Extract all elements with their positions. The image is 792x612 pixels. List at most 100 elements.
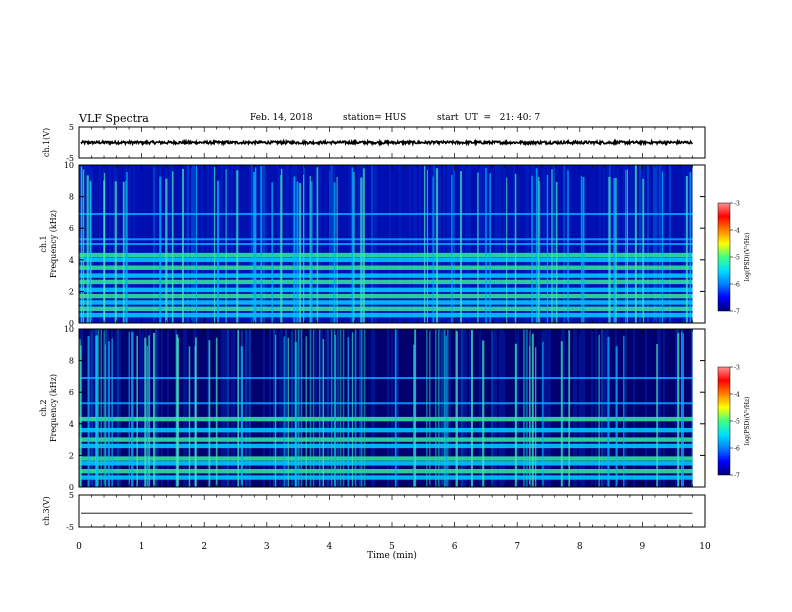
ch2-spectrogram-noise-strip <box>461 329 463 487</box>
ch1-spectrogram-burst <box>423 165 426 323</box>
ch2-spectrogram-ytick-label: 8 <box>69 357 74 366</box>
ch2-spectrogram-noise-strip <box>657 329 659 487</box>
ch2-spectrogram-burst <box>87 336 90 487</box>
ch2-spectrogram-burst <box>111 338 113 487</box>
ch2-spectrogram-burst <box>623 335 625 487</box>
ch2-spectrogram-burst <box>447 329 449 487</box>
ch2-spectrogram-noise-strip <box>691 329 693 487</box>
ch2-spectrogram-burst <box>394 329 397 487</box>
ch1-spectrogram-burst <box>309 175 311 323</box>
ch1-spectrogram-burst <box>661 171 664 323</box>
ch2-spectrogram-noise-strip <box>325 329 327 487</box>
ch2-spectrogram-burst <box>681 332 683 487</box>
ch2-spectrogram-burst <box>455 331 458 487</box>
ch2-spectrogram-burst <box>445 335 447 487</box>
ch2-spectrogram-noise-strip <box>105 329 107 487</box>
ch2-spectrogram-noise-strip <box>327 329 329 487</box>
ch2-spectrogram-noise-strip <box>353 329 355 487</box>
ch1-spectrogram <box>78 164 731 324</box>
ch2-spectrogram-burst <box>333 329 336 487</box>
ch2-spectrogram-ytick-label: 2 <box>69 451 74 460</box>
ch2-spectrogram-noise-strip <box>387 329 389 487</box>
ch2-spectrogram <box>78 328 731 488</box>
x-tick-label: 6 <box>452 542 458 552</box>
ch3-waveform-ylabel: ch.3(V) <box>42 496 51 525</box>
ch2-spectrogram-noise-strip <box>547 329 549 487</box>
ch1-spectrogram-band <box>79 212 693 215</box>
ch1-spectrogram-burst <box>360 177 363 323</box>
ch2-spectrogram-burst <box>136 335 138 487</box>
ch2-spectrogram-noise-strip <box>183 329 185 487</box>
ch2-spectrogram-noise-strip <box>337 329 339 487</box>
ch2-spectrogram-noise-strip <box>157 329 159 487</box>
ch2-spectrogram-burst <box>148 335 150 487</box>
ch1-spectrogram-burst <box>689 172 692 323</box>
ch1-spectrogram-ytick-label: 4 <box>69 256 74 265</box>
ch2-spectrogram-noise-strip <box>207 329 209 487</box>
ch1-spectrogram-ytick-label: 0 <box>69 319 74 328</box>
ch1-spectrogram-ytick-label: 6 <box>69 224 74 233</box>
ch2-spectrogram-noise-strip <box>465 329 467 487</box>
ch2-spectrogram-burst <box>413 344 415 487</box>
ch1-waveform-trace <box>80 138 693 147</box>
ch2-spectrogram-burst <box>103 329 106 487</box>
ch2-spectrogram-ylabel-frequency: Frequency (kHz) <box>49 374 58 442</box>
ch2-spectrogram-noise-strip <box>675 329 677 487</box>
date-label: Feb. 14, 2018 <box>250 113 313 123</box>
ch1-spectrogram-band <box>79 257 693 262</box>
x-tick-label: 3 <box>264 542 270 552</box>
ch1-spectrogram-burst <box>567 170 569 323</box>
ch1-spectrogram-burst <box>551 169 553 323</box>
ch2-spectrogram-noise-strip <box>273 329 275 487</box>
ch1-spectrogram-colorbar-label: log(PSD)(V²/Hz) <box>744 233 751 282</box>
ch2-spectrogram-noise-strip <box>501 329 503 487</box>
ch2-spectrogram-noise-strip <box>479 329 481 487</box>
ch2-spectrogram-burst <box>128 331 130 487</box>
ch2-spectrogram-burst <box>426 329 428 487</box>
ch2-spectrogram-noise-strip <box>591 329 593 487</box>
ch2-spectrogram-band <box>79 427 693 433</box>
ch2-spectrogram-noise-strip <box>545 329 547 487</box>
ch2-spectrogram-burst <box>526 329 528 487</box>
ch1-spectrogram-burst <box>608 176 611 323</box>
ch1-spectrogram-ytick-label: 2 <box>69 287 74 296</box>
ch1-spectrogram-burst <box>82 169 85 323</box>
ch1-spectrogram-burst <box>271 182 274 323</box>
ch2-spectrogram-burst <box>153 332 156 487</box>
ch2-spectrogram-burst <box>360 329 363 487</box>
ch2-spectrogram-burst <box>146 345 149 487</box>
ch2-spectrogram-ytick-label: 10 <box>64 325 74 334</box>
ch2-spectrogram-band <box>79 402 693 405</box>
ch1-spectrogram-burst <box>362 168 365 323</box>
ch2-spectrogram-burst <box>435 329 437 487</box>
ch2-spectrogram-noise-strip <box>575 329 577 487</box>
ch1-spectrogram-burst <box>159 176 162 323</box>
ch2-spectrogram-noise-strip <box>563 329 565 487</box>
ch2-spectrogram-noise-strip <box>245 329 247 487</box>
ch1-spectrogram-band <box>79 287 693 293</box>
ch2-spectrogram-noise-strip <box>141 329 143 487</box>
ch1-spectrogram-burst <box>171 171 174 323</box>
ch2-spectrogram-burst <box>300 329 303 487</box>
ch2-spectrogram-burst <box>560 341 563 487</box>
ch1-spectrogram-burst <box>296 181 299 323</box>
ch2-spectrogram-burst <box>363 329 366 487</box>
ch1-spectrogram-band <box>79 279 693 285</box>
ch2-spectrogram-burst <box>318 329 321 487</box>
ch1-spectrogram-burst <box>310 181 313 323</box>
ch2-spectrogram-noise-strip <box>645 329 647 487</box>
ch2-spectrogram-noise-strip <box>91 329 93 487</box>
ch1-spectrogram-burst <box>122 181 125 323</box>
ch1-spectrogram-burst <box>539 181 541 323</box>
ch2-spectrogram-burst <box>438 329 440 487</box>
ch2-spectrogram-noise-strip <box>167 329 169 487</box>
ch2-spectrogram-noise-strip <box>269 329 271 487</box>
start-time-label: start UT = 21: 40: 7 <box>437 113 541 123</box>
ch2-spectrogram-burst <box>677 333 680 487</box>
ch2-spectrogram-band <box>79 475 693 480</box>
ch2-spectrogram-burst <box>482 340 485 487</box>
ch2-spectrogram-noise-strip <box>315 329 317 487</box>
ch1-spectrogram-burst <box>582 176 585 323</box>
x-tick-label: 10 <box>699 542 711 552</box>
ch2-spectrogram-colorbar-tick-label: -3 <box>734 365 740 372</box>
